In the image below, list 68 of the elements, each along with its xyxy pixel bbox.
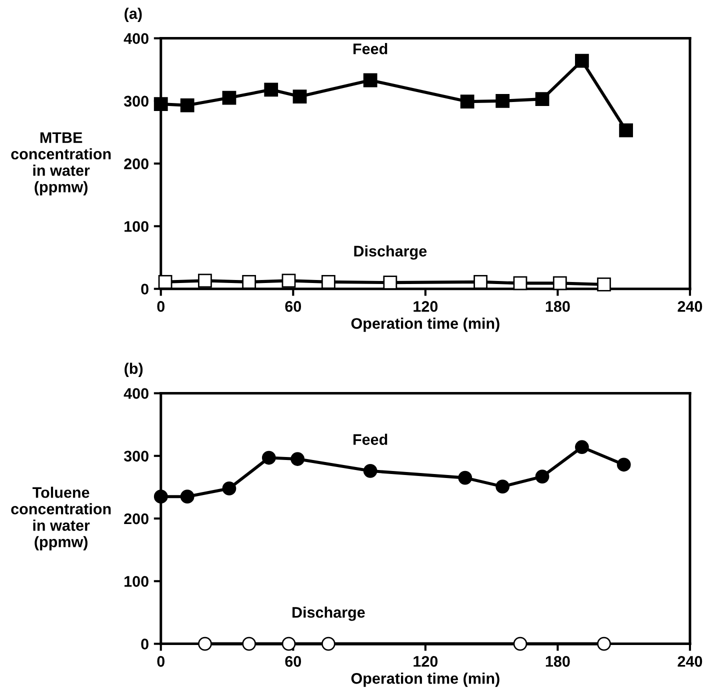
y-tick-label: 200	[124, 158, 148, 170]
point	[198, 636, 212, 651]
y-tick-label: 300	[124, 96, 148, 107]
series-label: Feed	[354, 43, 388, 54]
point	[363, 73, 378, 88]
series-label: Discharge	[354, 245, 427, 260]
y-tick-label: 0	[141, 638, 148, 650]
x-tick-label: 60	[285, 301, 302, 312]
chart-title: (b)	[124, 362, 143, 377]
point	[198, 274, 212, 288]
chart-title: (a)	[124, 8, 142, 22]
point	[222, 90, 236, 105]
point	[597, 278, 611, 292]
point	[597, 636, 611, 651]
y-axis-title: Toluene concentration in water (ppmw)	[11, 486, 111, 550]
x-tick-label: 180	[546, 301, 570, 312]
point	[282, 274, 296, 288]
point	[222, 482, 236, 496]
x-tick-label: 240	[678, 301, 702, 312]
y-tick-label: 100	[124, 221, 148, 232]
point	[575, 440, 589, 454]
point	[616, 458, 631, 472]
y-tick-label: 100	[124, 576, 148, 587]
x-tick-label: 60	[285, 656, 302, 667]
point	[460, 94, 474, 108]
point	[290, 452, 305, 466]
point	[363, 464, 378, 478]
x-tick-label: 120	[414, 656, 438, 667]
y-tick-label: 300	[124, 450, 148, 462]
point	[513, 276, 528, 290]
point	[180, 490, 194, 504]
point	[321, 636, 336, 651]
y-tick-label: 0	[141, 284, 148, 295]
y-tick-label: 200	[124, 513, 148, 524]
x-axis-title: Operation time (min)	[351, 318, 500, 332]
point	[154, 490, 168, 504]
point	[513, 636, 528, 651]
x-tick-label: 0	[157, 301, 164, 312]
point	[535, 92, 550, 106]
x-tick-label: 180	[546, 656, 570, 667]
point	[535, 470, 550, 484]
point	[619, 123, 633, 138]
point	[242, 275, 256, 289]
point	[264, 82, 278, 97]
y-tick-label: 400	[124, 33, 148, 44]
point	[552, 276, 567, 290]
x-tick-label: 0	[157, 656, 164, 667]
point	[496, 480, 510, 494]
point	[321, 275, 336, 289]
point	[496, 94, 510, 108]
y-tick-label: 400	[124, 388, 148, 399]
point	[154, 97, 168, 111]
x-tick-label: 120	[414, 301, 438, 312]
series-label: Feed	[354, 434, 388, 445]
point	[242, 636, 256, 651]
x-tick-label: 240	[678, 656, 702, 667]
point	[474, 275, 488, 289]
point	[575, 54, 589, 68]
y-axis-title: MTBE concentration in water (ppmw)	[11, 132, 111, 196]
point	[158, 275, 172, 289]
point	[282, 636, 296, 651]
point	[458, 470, 472, 485]
point	[383, 276, 398, 290]
series-label: Discharge	[292, 606, 365, 621]
point	[180, 98, 194, 112]
point	[292, 90, 307, 104]
x-axis-title: Operation time (min)	[351, 672, 500, 687]
point	[262, 450, 276, 465]
